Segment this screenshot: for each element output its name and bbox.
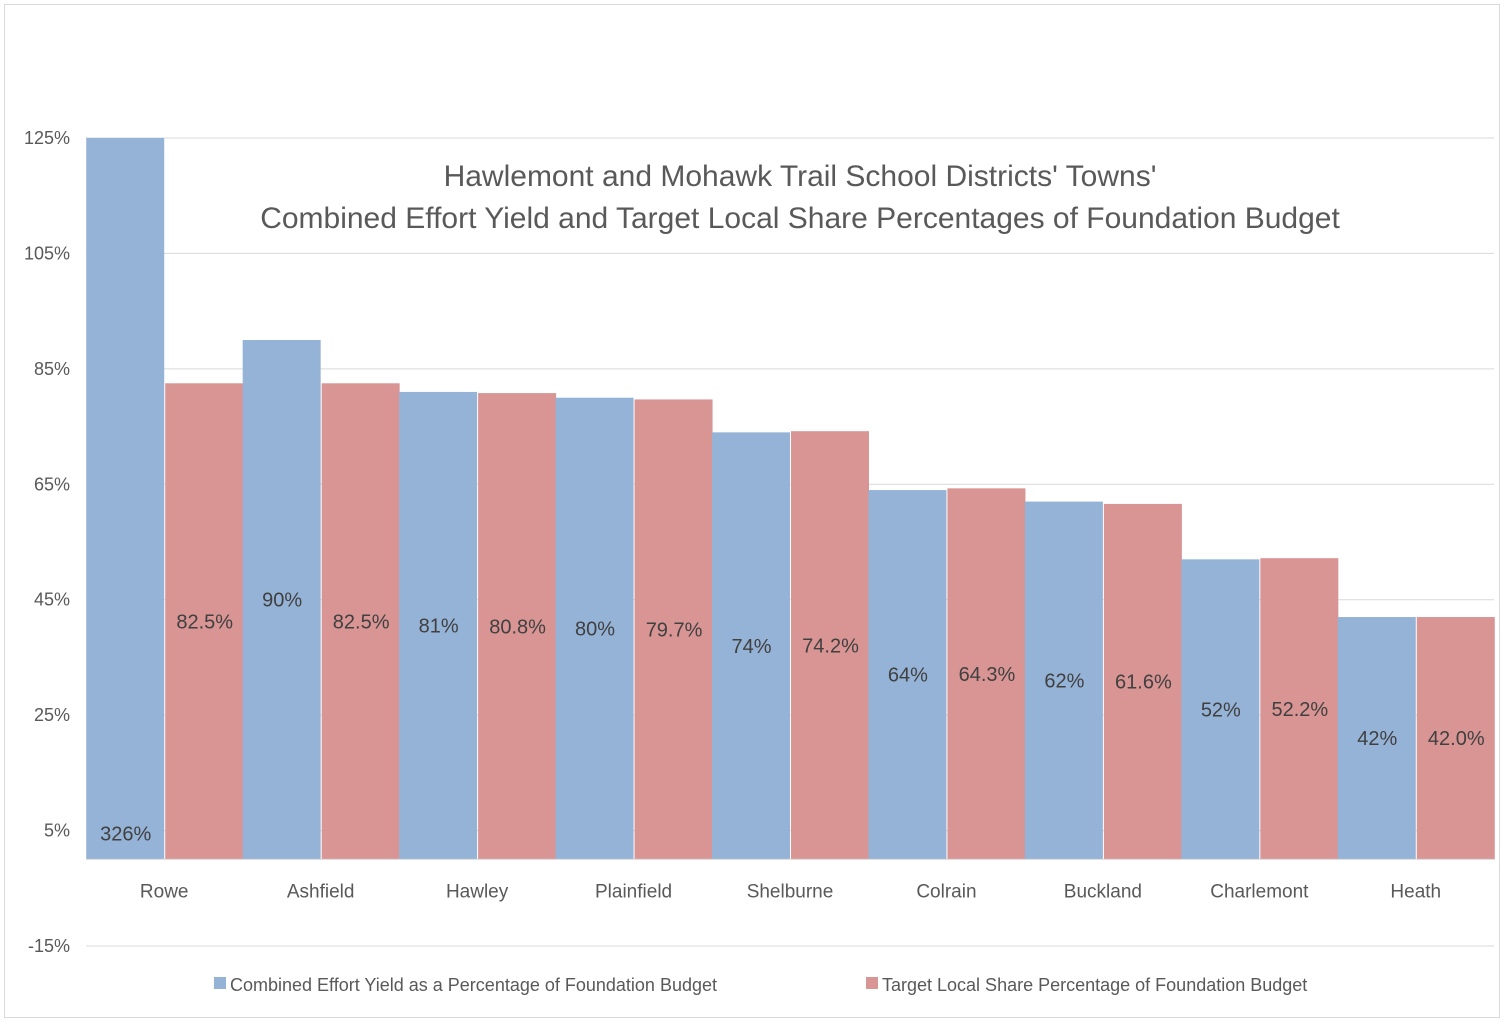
- chart-title-line-1: Hawlemont and Mohawk Trail School Distri…: [444, 160, 1157, 193]
- data-label: 64%: [888, 665, 928, 687]
- y-tick-label: 105%: [24, 243, 70, 263]
- data-label: 80.8%: [489, 616, 546, 638]
- category-label: Buckland: [1064, 881, 1142, 902]
- y-tick-label: 45%: [34, 590, 70, 610]
- data-label: 42%: [1357, 728, 1397, 750]
- y-tick-label: 85%: [34, 359, 70, 379]
- y-tick-label: -15%: [28, 936, 70, 956]
- legend-swatch: [866, 977, 878, 989]
- category-label: Plainfield: [595, 881, 672, 902]
- legend-label: Target Local Share Percentage of Foundat…: [882, 975, 1307, 995]
- y-tick-label: 25%: [34, 705, 70, 725]
- y-tick-label: 65%: [34, 474, 70, 494]
- data-label: 42.0%: [1428, 728, 1485, 750]
- category-labels: Rowe Ashfield Hawley Plainfield Shelburne Col…: [140, 881, 1441, 902]
- bar-target-local-share: [1416, 617, 1495, 860]
- bar-effort-yield: [555, 397, 634, 860]
- y-tick-label: 5%: [44, 821, 70, 841]
- category-label: Hawley: [446, 881, 509, 902]
- bar-effort-yield: [712, 432, 790, 860]
- category-label: Heath: [1390, 881, 1441, 902]
- data-label: 74%: [731, 636, 771, 658]
- data-label: 62%: [1044, 671, 1084, 693]
- data-label: 82.5%: [333, 611, 390, 633]
- data-label: 82.5%: [176, 611, 233, 633]
- bar-effort-yield: [399, 391, 478, 860]
- bar-effort-yield: [1181, 559, 1260, 860]
- bar-target-local-share: [791, 431, 869, 860]
- category-label: Charlemont: [1210, 881, 1309, 902]
- bar-effort-yield: [1024, 501, 1103, 860]
- data-label: 52.2%: [1271, 699, 1328, 721]
- bar-target-local-share: [634, 399, 713, 860]
- y-axis-tick-labels: -15% 5% 25% 45% 65% 85% 105% 125%: [24, 128, 70, 956]
- legend-swatch: [214, 977, 226, 989]
- bar-effort-yield: [86, 138, 165, 860]
- category-label: Shelburne: [747, 881, 834, 902]
- bar-target-local-share: [478, 393, 557, 860]
- data-label: 52%: [1201, 699, 1241, 721]
- y-tick-label: 125%: [24, 128, 70, 148]
- bar-effort-yield: [1337, 617, 1416, 860]
- bar-target-local-share: [321, 383, 400, 860]
- bar-target-local-share: [1260, 558, 1339, 860]
- legend-label: Combined Effort Yield as a Percentage of…: [230, 975, 717, 995]
- data-label: 79.7%: [646, 619, 703, 641]
- bar-effort-yield: [242, 340, 321, 860]
- data-label: 80%: [575, 619, 615, 641]
- data-label: 74.2%: [802, 635, 859, 657]
- data-label: 64.3%: [959, 664, 1016, 686]
- bar-effort-yield: [868, 490, 947, 860]
- data-label: 326%: [100, 824, 151, 846]
- chart-title-line-2: Combined Effort Yield and Target Local S…: [260, 202, 1340, 235]
- data-labels: 326% 82.5% 90% 82.5% 81% 80.8% 80% 79.7% 74% 74.2…: [100, 590, 1485, 846]
- bar-target-local-share: [947, 488, 1026, 860]
- bar-target-local-share: [1103, 503, 1182, 860]
- category-label: Rowe: [140, 881, 189, 902]
- data-label: 61.6%: [1115, 672, 1172, 694]
- bars: [86, 138, 1495, 860]
- category-label: Ashfield: [287, 881, 355, 902]
- data-label: 90%: [262, 590, 302, 612]
- category-label: Colrain: [916, 881, 976, 902]
- bar-target-local-share: [165, 383, 244, 860]
- legend: Combined Effort Yield as a Percentage of…: [214, 975, 1307, 995]
- data-label: 81%: [419, 616, 459, 638]
